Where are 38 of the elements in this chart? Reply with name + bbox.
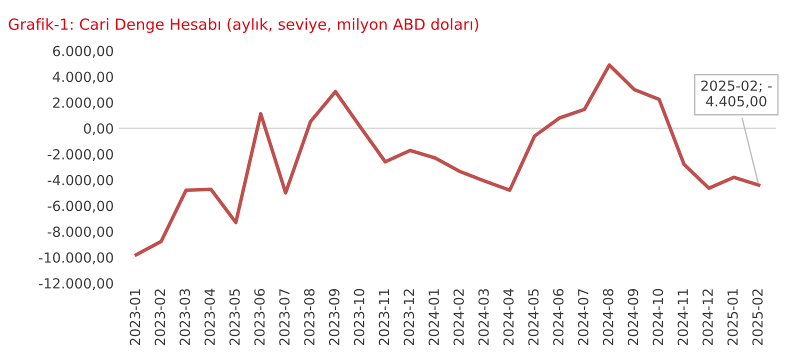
x-tick-label: 2023-09 <box>328 288 340 346</box>
y-tick-label: 2.000,00 <box>53 97 114 110</box>
x-tick-label: 2023-05 <box>229 289 240 346</box>
x-tick-label: 2025-01 <box>727 289 738 346</box>
x-tick-label: 2024-05 <box>528 289 539 346</box>
x-tick-label: 2024-06 <box>553 288 564 346</box>
y-tick-label: -2.000,00 <box>48 149 114 161</box>
chart-title: Grafik-1: Cari Denge Hesabı (aylık, seviye, milyon ABD doları) <box>8 18 478 33</box>
x-tick-label: 2023-10 <box>354 288 364 346</box>
y-tick-label: -12.000,00 <box>38 278 114 290</box>
annotation: 2025-02; - 4.405,00 <box>701 80 772 108</box>
y-tick-label: -8.000,00 <box>48 226 114 238</box>
x-tick-label: 2023-07 <box>279 289 290 346</box>
x-tick-label: 2023-06 <box>254 288 265 346</box>
y-tick-label: 6.000,00 <box>53 46 114 58</box>
x-tick-label: 2024-11 <box>678 289 688 346</box>
y-tick-label: 0,00 <box>84 123 114 136</box>
y-tick-label: -10.000,00 <box>38 252 114 264</box>
y-tick-label: 4.000,00 <box>52 72 114 84</box>
y-tick-label: -4.000,00 <box>48 174 114 187</box>
x-tick-label: 2024-07 <box>578 289 588 346</box>
x-tick-label: 2023-12 <box>404 289 414 346</box>
x-tick-label: 2023-02 <box>154 289 166 346</box>
x-tick-label: 2024-09 <box>628 288 638 346</box>
x-tick-label: 2024-02 <box>453 289 464 346</box>
x-tick-label: 2023-08 <box>304 288 315 346</box>
x-tick-label: 2024-01 <box>428 289 440 346</box>
x-tick-label: 2024-04 <box>503 288 514 346</box>
x-tick-label: 2024-08 <box>602 288 614 346</box>
x-tick-label: 2023-03 <box>180 289 190 346</box>
x-tick-label: 2025-02 <box>752 289 763 346</box>
x-tick-label: 2024-10 <box>652 288 664 346</box>
x-tick-label: 2024-12 <box>702 289 713 346</box>
x-tick-label: 2023-04 <box>204 288 215 346</box>
x-tick-label: 2024-03 <box>478 289 489 346</box>
x-tick-label: 2023-01 <box>130 289 140 346</box>
y-tick-label: -6.000,00 <box>48 200 114 213</box>
x-tick-label: 2023-11 <box>378 289 390 346</box>
